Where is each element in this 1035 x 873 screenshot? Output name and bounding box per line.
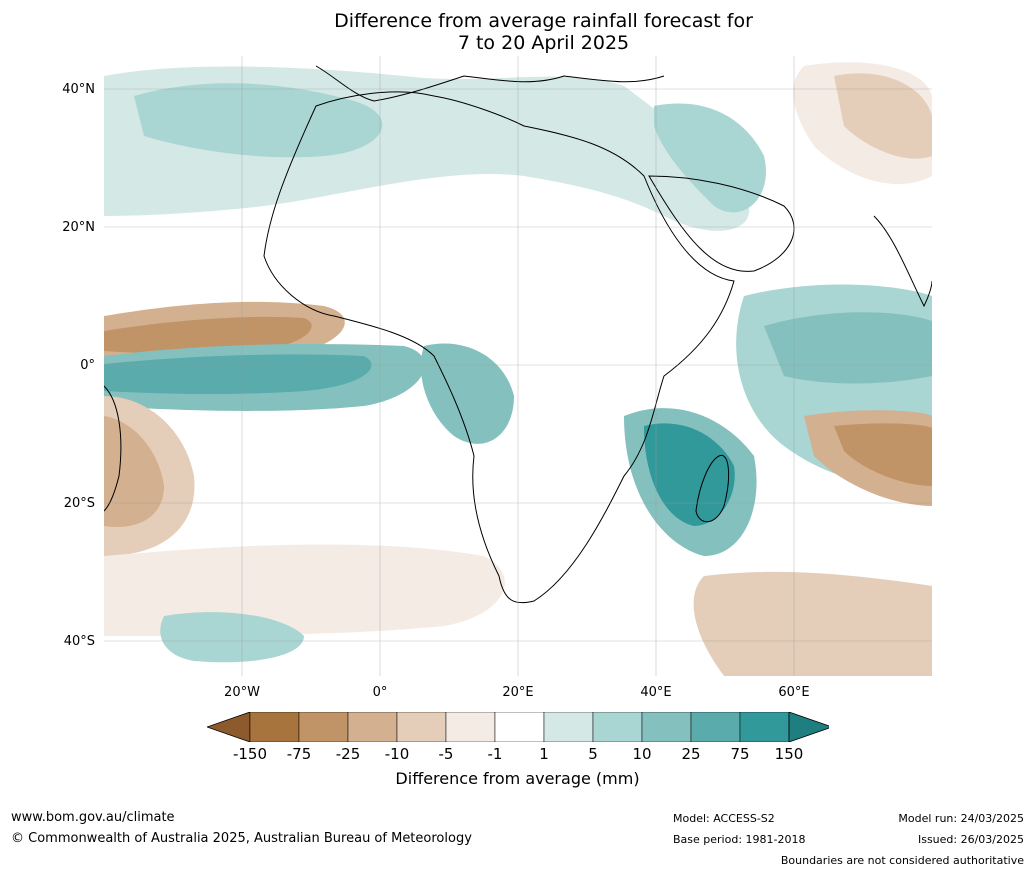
anomaly-region [834, 423, 932, 486]
anomaly-region [160, 612, 304, 663]
footer-copyright: © Commonwealth of Australia 2025, Austra… [11, 831, 472, 846]
colorbar-swatch [739, 712, 790, 742]
colorbar-extend-low [207, 712, 251, 742]
anomaly-region [764, 312, 932, 384]
colorbar-tick-label: -150 [232, 745, 268, 763]
colorbar-tick-label: 1 [539, 745, 549, 763]
india-coastline [873, 215, 932, 308]
lon-label-60e: 60°E [778, 685, 810, 700]
lat-label-40s: 40°S [63, 634, 95, 649]
graticule [104, 56, 932, 676]
colorbar-tick-label: 75 [730, 745, 750, 763]
anomaly-region [693, 571, 932, 676]
colorbar-swatch [249, 712, 300, 742]
lon-label-0: 0° [372, 685, 388, 700]
map-canvas [104, 56, 932, 676]
colorbar-tick-label: 5 [588, 745, 598, 763]
lat-label-40n: 40°N [62, 82, 95, 97]
footer-issued: Issued: 26/03/2025 [917, 833, 1024, 846]
colorbar-swatch [494, 712, 545, 742]
madagascar-coastline [695, 454, 729, 523]
lon-label-40e: 40°E [640, 685, 672, 700]
colorbar-swatch [690, 712, 741, 742]
colorbar-swatch [543, 712, 594, 742]
footer-model-run: Model run: 24/03/2025 [898, 812, 1024, 825]
colorbar-swatch [298, 712, 349, 742]
colorbar-swatch [396, 712, 447, 742]
arabia-coastline [648, 175, 795, 272]
africa-coastline [263, 91, 735, 604]
lon-label-20w: 20°W [224, 685, 260, 700]
colorbar-title: Difference from average (mm) [395, 769, 640, 788]
colorbar-tick-label: 25 [681, 745, 701, 763]
title-line-2: 7 to 20 April 2025 [457, 32, 630, 54]
colorbar-tick-label: -75 [286, 745, 312, 763]
anomaly-region [104, 354, 372, 395]
colorbar-swatch [592, 712, 643, 742]
anomaly-region [104, 316, 312, 354]
anomaly-region [644, 423, 735, 526]
footer-website[interactable]: www.bom.gov.au/climate [11, 810, 175, 825]
footer-disclaimer: Boundaries are not considered authoritat… [780, 854, 1024, 867]
colorbar [207, 712, 829, 742]
anomaly-region [134, 83, 383, 158]
lat-label-20s: 20°S [63, 496, 95, 511]
colorbar-extend-high [788, 712, 829, 742]
europe-coastline [315, 65, 665, 102]
south-america-coastline [104, 385, 122, 512]
lat-label-0: 0° [80, 358, 95, 373]
lon-label-20e: 20°E [502, 685, 534, 700]
anomaly-region [420, 343, 514, 444]
colorbar-swatches [207, 712, 829, 742]
lat-label-20n: 20°N [62, 220, 95, 235]
colorbar-tick-label: 150 [774, 745, 804, 763]
anomaly-region [654, 103, 766, 213]
colorbar-tick-label: -10 [384, 745, 410, 763]
map-title: Difference from average rainfall forecas… [0, 10, 1035, 54]
title-line-1: Difference from average rainfall forecas… [334, 10, 753, 32]
colorbar-swatch [445, 712, 496, 742]
colorbar-tick-label: -25 [335, 745, 361, 763]
colorbar-swatch [641, 712, 692, 742]
colorbar-tick-label: 10 [632, 745, 652, 763]
rainfall-anomaly-map [104, 56, 932, 676]
footer-base-period: Base period: 1981-2018 [673, 833, 806, 846]
colorbar-tick-label: -1 [487, 745, 503, 763]
anomaly-region [834, 73, 932, 159]
colorbar-swatch [347, 712, 398, 742]
colorbar-tick-label: -5 [438, 745, 454, 763]
footer-model: Model: ACCESS-S2 [673, 812, 775, 825]
anomaly-region [104, 416, 164, 527]
